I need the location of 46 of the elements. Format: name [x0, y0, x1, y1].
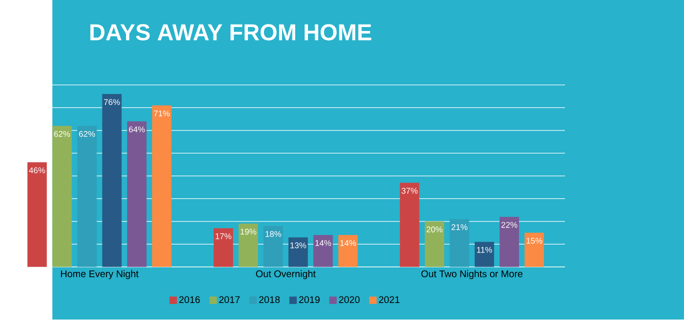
- bar: [238, 224, 258, 268]
- data-label: 20%: [426, 226, 442, 233]
- x-tick-label: Out Overnight: [256, 270, 316, 280]
- data-label: 22%: [501, 222, 518, 228]
- bar: [102, 94, 122, 268]
- data-label: 64%: [128, 126, 145, 133]
- data-label: 21%: [452, 224, 468, 230]
- legend-label: 2021: [378, 296, 400, 304]
- data-label: 62%: [79, 131, 95, 138]
- bar: [500, 217, 519, 268]
- legend-label: 2019: [299, 296, 320, 304]
- bar: [338, 235, 358, 268]
- data-label: 15%: [526, 238, 542, 244]
- bar: [264, 226, 283, 268]
- data-label: 13%: [290, 242, 306, 249]
- data-label: 19%: [240, 229, 256, 235]
- data-label: 62%: [54, 131, 70, 138]
- bar: [313, 235, 333, 268]
- x-tick-label: Out Two Nights or More: [421, 270, 522, 280]
- legend-label: 2016: [179, 296, 200, 304]
- bar: [450, 219, 470, 268]
- bar: [524, 233, 544, 268]
- bar: [27, 162, 47, 268]
- data-label: 14%: [315, 240, 332, 246]
- data-label: 17%: [216, 234, 232, 240]
- legend-label: 2018: [259, 296, 280, 304]
- data-label: 46%: [29, 168, 46, 174]
- bar: [474, 242, 494, 268]
- legend-label: 2017: [219, 296, 240, 304]
- data-label: 37%: [402, 188, 418, 194]
- bar: [152, 106, 172, 268]
- data-label: 76%: [104, 99, 120, 106]
- bar: [127, 122, 147, 268]
- data-label: 11%: [477, 247, 492, 253]
- chart-title: DAYS AWAY FROM HOME: [90, 24, 372, 41]
- x-tick-label: Home Every Night: [61, 270, 139, 280]
- bar: [52, 126, 72, 268]
- data-label: 71%: [154, 110, 170, 117]
- data-label: 14%: [340, 240, 356, 246]
- data-label: 18%: [266, 231, 282, 238]
- bar: [77, 126, 97, 268]
- bar: [214, 228, 234, 268]
- bar: [400, 182, 420, 268]
- legend-label: 2020: [339, 296, 360, 304]
- bar: [288, 238, 308, 268]
- bar: [424, 222, 444, 268]
